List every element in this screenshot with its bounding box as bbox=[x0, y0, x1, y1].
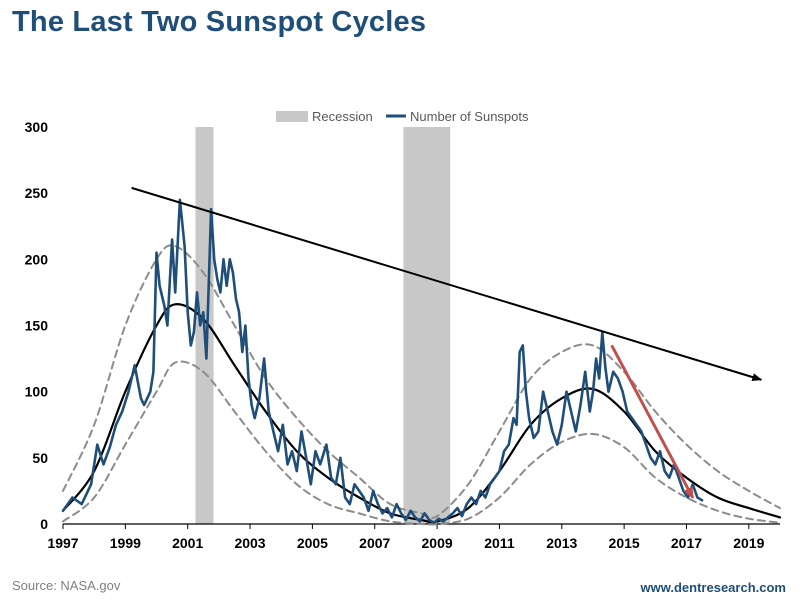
source-note: Source: NASA.gov bbox=[12, 578, 121, 593]
x-tick-label: 2007 bbox=[359, 535, 390, 551]
y-tick-label: 150 bbox=[25, 318, 49, 334]
x-tick-label: 2001 bbox=[172, 535, 203, 551]
sunspot-series-line bbox=[61, 198, 704, 524]
y-tick-label: 50 bbox=[32, 450, 48, 466]
x-tick-label: 2015 bbox=[609, 535, 640, 551]
decline-arrow bbox=[610, 344, 695, 500]
legend: Recession Number of Sunspots bbox=[276, 109, 529, 124]
legend-swatch-recession bbox=[276, 111, 308, 122]
recession-bar-2 bbox=[403, 127, 451, 524]
legend-label-sunspots: Number of Sunspots bbox=[410, 109, 529, 124]
page-title: The Last Two Sunspot Cycles bbox=[12, 6, 427, 38]
x-tick-label: 2013 bbox=[546, 535, 577, 551]
legend-label-recession: Recession bbox=[312, 109, 373, 124]
x-tick-label: 2019 bbox=[733, 535, 764, 551]
y-tick-label: 250 bbox=[25, 185, 49, 201]
upper-band-line bbox=[62, 244, 781, 519]
declining-peak-trend-arrow bbox=[131, 186, 763, 381]
x-tick-label: 1997 bbox=[47, 535, 78, 551]
y-tick-label: 300 bbox=[25, 119, 49, 135]
y-tick-label: 0 bbox=[40, 516, 48, 532]
brand-url: www.dentresearch.com bbox=[640, 580, 786, 595]
x-tick-label: 2005 bbox=[297, 535, 328, 551]
x-tick-label: 2011 bbox=[484, 535, 515, 551]
lower-band-line bbox=[62, 360, 781, 526]
y-tick-label: 200 bbox=[25, 251, 49, 267]
x-tick-label: 2003 bbox=[234, 535, 265, 551]
y-tick-label: 100 bbox=[25, 384, 49, 400]
x-tick-label: 1999 bbox=[110, 535, 141, 551]
x-tick-label: 2009 bbox=[422, 535, 453, 551]
x-tick-label: 2017 bbox=[671, 535, 702, 551]
